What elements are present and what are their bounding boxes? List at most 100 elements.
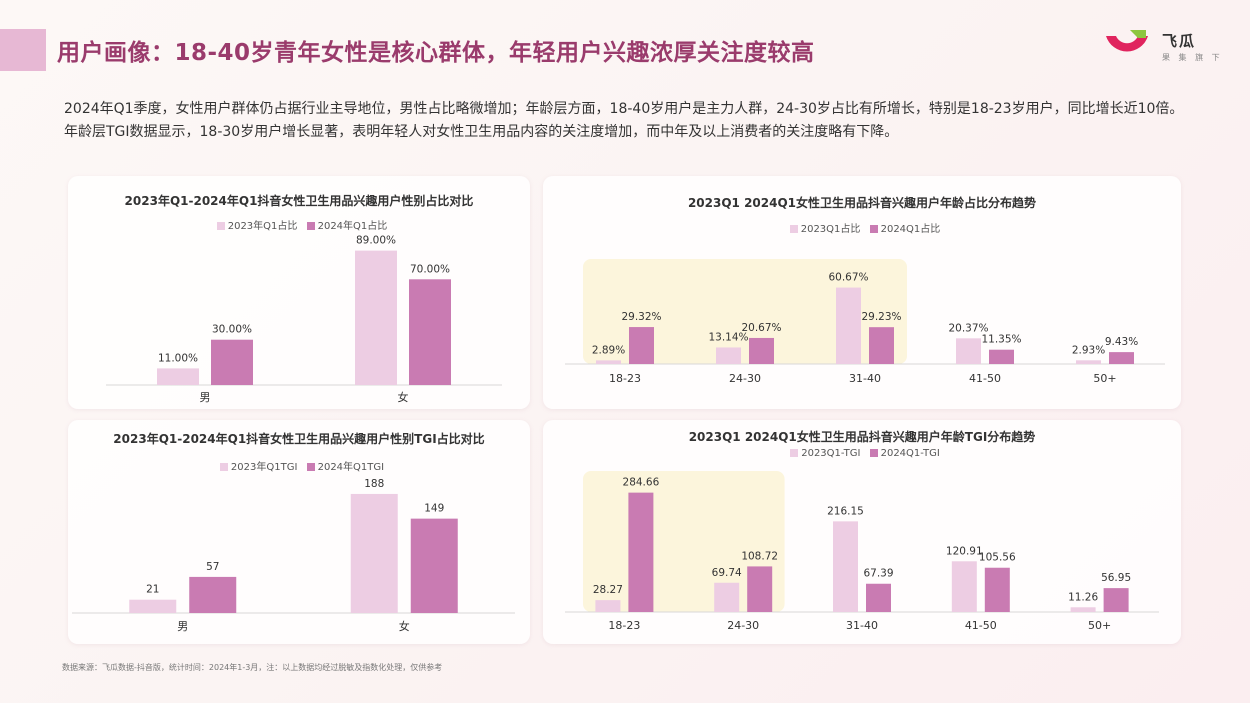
brand-logo: 飞瓜 果 集 旗 下	[1102, 28, 1232, 68]
chart-card-gender-tgi: 2023年Q1-2024年Q1抖音女性卫生用品兴趣用户性别TGI占比对比 202…	[68, 420, 530, 644]
data-label: 120.91	[946, 545, 983, 557]
bar-curr	[189, 576, 237, 613]
chart-title: 2023Q1 2024Q1女性卫生用品抖音兴趣用户年龄占比分布趋势	[687, 196, 1037, 210]
legend-label: 2023Q1占比	[800, 224, 861, 235]
legend-swatch-dark	[306, 222, 315, 230]
legend-swatch-dark	[306, 463, 315, 471]
data-label: 11.00%	[158, 352, 198, 364]
bar-curr	[749, 337, 774, 364]
chart-svg: 11.00% 30.00% 男 89.00% 70.00% 女	[106, 235, 502, 404]
data-label: 30.00%	[212, 324, 252, 336]
chart-legend: 2023Q1-TGI 2024Q1-TGI	[543, 448, 1181, 459]
bar-prev	[596, 360, 621, 364]
highlight-band	[583, 259, 907, 364]
bar-prev	[157, 368, 199, 385]
legend-label: 2024年Q1TGI	[317, 462, 385, 473]
bar-curr	[869, 327, 894, 364]
data-label: 89.00%	[356, 235, 396, 247]
data-label: 11.35%	[981, 334, 1021, 346]
data-label: 29.32%	[621, 311, 661, 323]
chart-legend: 2023年Q1占比 2024年Q1占比	[68, 217, 530, 232]
chart-svg: 21 57 男 188 149 女	[72, 478, 515, 633]
legend-label: 2024Q1-TGI	[880, 448, 940, 459]
bar-curr	[1103, 588, 1129, 612]
data-label: 70.00%	[410, 263, 450, 275]
category-label: 41-50	[965, 619, 997, 632]
chart-card-gender-share: 2023年Q1-2024年Q1抖音女性卫生用品兴趣用户性别占比对比 2023年Q…	[68, 176, 530, 409]
data-label: 2.93%	[1072, 344, 1105, 356]
legend-label: 2023Q1-TGI	[801, 448, 861, 459]
category-label: 24-30	[729, 372, 761, 385]
data-label: 56.95	[1101, 572, 1131, 584]
legend-label: 2024年Q1占比	[317, 221, 388, 232]
bar-prev	[595, 600, 621, 612]
data-label: 20.37%	[948, 322, 988, 334]
data-label: 188	[364, 478, 384, 490]
bar-prev	[129, 599, 177, 613]
legend-label: 2024Q1占比	[880, 224, 941, 235]
chart-title: 2023Q1 2024Q1女性卫生用品抖音兴趣用户年龄TGI分布趋势	[688, 430, 1036, 444]
bar-prev	[716, 347, 741, 364]
bar-prev	[1070, 607, 1096, 612]
category-label: 女	[399, 619, 410, 633]
data-label: 29.23%	[861, 311, 901, 323]
title-accent-block	[0, 29, 46, 71]
data-label: 149	[424, 503, 444, 515]
chart-legend: 2023Q1占比 2024Q1占比	[543, 220, 1181, 235]
category-label: 31-40	[849, 372, 881, 385]
logo-subtitle: 果 集 旗 下	[1162, 53, 1223, 62]
data-label: 67.39	[863, 568, 893, 580]
bar-prev	[951, 561, 977, 612]
data-label: 105.56	[979, 552, 1016, 564]
legend-swatch-light	[219, 463, 228, 471]
legend-swatch-light	[790, 449, 799, 457]
intro-paragraph: 2024年Q1季度，女性用户群体仍占据行业主导地位，男性占比略微增加；年龄层方面…	[64, 101, 1184, 140]
bar-curr	[410, 518, 458, 613]
legend-swatch-dark	[869, 225, 878, 233]
category-label: 50+	[1093, 372, 1116, 385]
data-label: 11.26	[1068, 591, 1098, 603]
bar-curr	[984, 567, 1010, 612]
legend-swatch-light	[216, 222, 225, 230]
data-label: 13.14%	[708, 331, 748, 343]
chart-title: 2023年Q1-2024年Q1抖音女性卫生用品兴趣用户性别TGI占比对比	[113, 432, 485, 446]
category-label: 31-40	[846, 619, 878, 632]
melon-logo-icon	[1106, 30, 1148, 52]
bar-curr	[989, 349, 1014, 364]
category-label: 18-23	[609, 372, 641, 385]
category-label: 女	[398, 390, 409, 404]
category-label: 男	[200, 391, 211, 404]
page-title: 用户画像：18-40岁青年女性是核心群体，年轻用户兴趣浓厚关注度较高	[57, 40, 815, 66]
bar-prev	[833, 521, 858, 612]
data-label: 216.15	[827, 505, 864, 517]
data-label: 69.74	[712, 567, 742, 579]
legend-swatch-dark	[869, 449, 878, 457]
chart-svg: 2.89% 29.32% 18-23 13.14%20.67% 24-30 60.67% 2…	[565, 259, 1165, 385]
legend-label: 2023年Q1占比	[227, 221, 298, 232]
bar-prev	[956, 338, 981, 364]
chart-card-age-share: 2023Q1 2024Q1女性卫生用品抖音兴趣用户年龄占比分布趋势 2023Q1…	[543, 176, 1181, 409]
bar-curr	[629, 327, 654, 364]
data-label: 21	[146, 584, 159, 596]
chart-svg: 28.27 284.66 18-23 69.74 108.72 24-30 216.15 67…	[565, 471, 1159, 632]
data-label: 9.43%	[1105, 336, 1138, 348]
data-label: 284.66	[623, 477, 660, 489]
legend-swatch-light	[789, 225, 798, 233]
category-label: 18-23	[608, 619, 640, 632]
bar-curr	[866, 583, 891, 612]
bar-prev	[350, 493, 398, 613]
logo-name: 飞瓜	[1162, 32, 1197, 50]
bar-curr	[1109, 352, 1134, 364]
category-label: 男	[177, 620, 188, 633]
chart-title: 2023年Q1-2024年Q1抖音女性卫生用品兴趣用户性别占比对比	[124, 194, 474, 208]
category-label: 41-50	[969, 372, 1001, 385]
bar-prev	[714, 582, 740, 612]
category-label: 50+	[1088, 619, 1111, 632]
bar-curr	[409, 279, 451, 385]
source-footnote: 数据来源：飞瓜数据-抖音版，统计时间：2024年1-3月，注：以上数据均经过脱敏…	[62, 663, 443, 672]
bar-prev	[355, 250, 397, 385]
bar-prev	[1076, 360, 1101, 364]
data-label: 2.89%	[592, 344, 625, 356]
category-label: 24-30	[727, 619, 759, 632]
legend-label: 2023年Q1TGI	[230, 462, 298, 473]
